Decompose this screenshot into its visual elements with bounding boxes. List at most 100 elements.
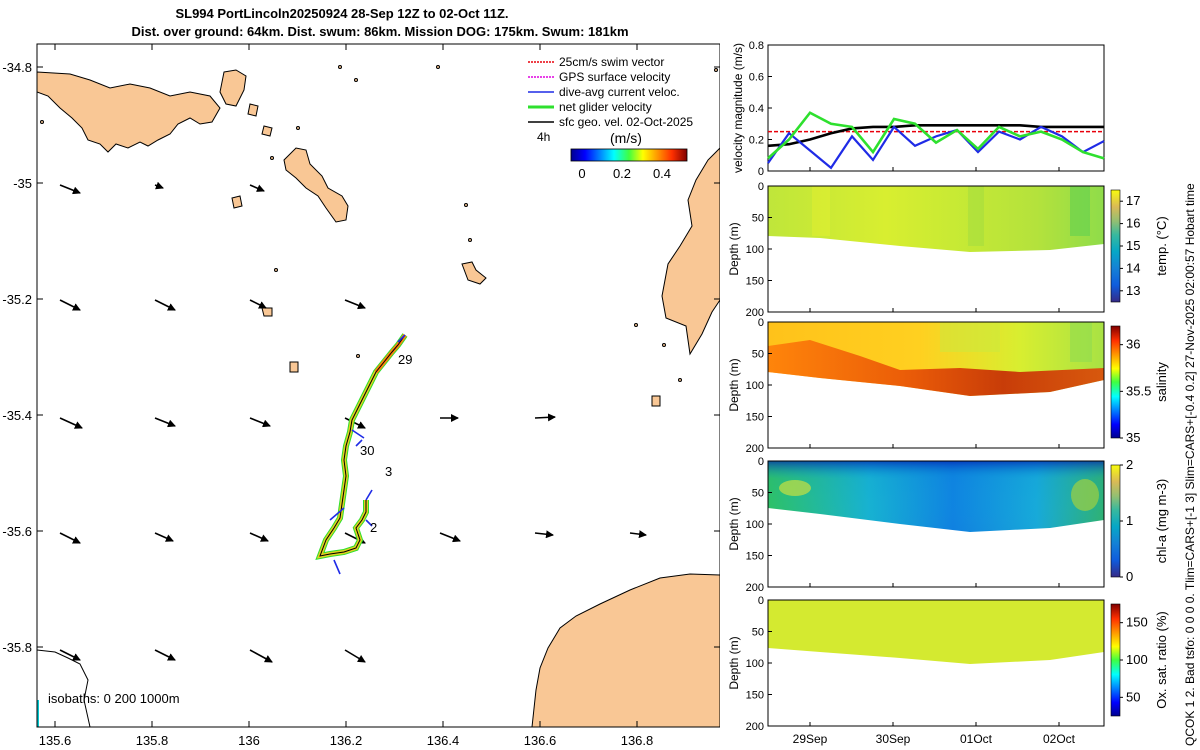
depth-tick-label: 0	[758, 181, 764, 193]
sal-fresh-patch	[940, 322, 1000, 352]
temperature-panel	[767, 185, 1121, 313]
colorbar-tick-label: 1	[1126, 513, 1133, 528]
depth-tick-label: 100	[746, 244, 764, 256]
track-map: -34.8-35-35.2-35.4-35.6-35.8 135.6 135.8 1…	[2, 43, 720, 748]
geo-velocity-arrow	[534, 530, 554, 539]
day-label-30: 30	[360, 443, 374, 458]
depth-tick-label: 150	[746, 551, 764, 563]
geo-track-line	[319, 334, 406, 557]
colorbar-tick-label: 2	[1126, 457, 1133, 472]
glider-track	[315, 333, 408, 575]
lat-tick-label: -35.4	[2, 408, 32, 423]
temp-cool-column	[1070, 186, 1090, 236]
dive-current-arrow	[351, 429, 365, 439]
geo-velocity-arrow	[59, 184, 81, 195]
lat-tick-label: -35.2	[2, 292, 32, 307]
colorbar-label: chl-a (mg m-3)	[1154, 479, 1169, 564]
colorbar-tick-label: 35	[1126, 430, 1140, 445]
geo-velocity-arrow	[344, 299, 366, 310]
depth-axis-ticks: 0 50 100 150 200 Depth (m) 0 50 100 150 200 Depth (…	[727, 181, 772, 733]
temperature-field	[768, 186, 1104, 252]
salinity-field-deep	[768, 340, 1104, 396]
map-frame	[36, 43, 720, 728]
time-tick-label: 02Oct	[1043, 732, 1076, 746]
velocity-y-tick-label: 0.4	[749, 103, 764, 115]
depth-tick-label: 200	[746, 307, 764, 319]
colorbar-tick-label: 35.5	[1126, 383, 1151, 398]
lat-tick-label: -35.6	[2, 524, 32, 539]
side-note-text: QCOK 1 2. Bad tsfo: 0 0 0 0. Tlim=CARS+[…	[1183, 183, 1197, 746]
colorbar-tick-label: 15	[1126, 238, 1140, 253]
time-tick-label: 01Oct	[960, 732, 993, 746]
velocity-y-tick-label: 0.8	[749, 40, 764, 52]
geo-velocity-arrow	[629, 530, 647, 539]
lat-tick-label: -35	[13, 176, 32, 191]
velocity-y-ticks: 0 0.2 0.4 0.6 0.8	[749, 40, 772, 178]
depth-tick-label: 150	[746, 412, 764, 424]
dive-current-arrow	[329, 507, 345, 521]
chlorophyll-colorbar	[1110, 464, 1121, 578]
lon-tick-label: 135.6	[39, 733, 72, 748]
depth-tick-label: 0	[758, 317, 764, 329]
velocity-axes	[767, 44, 1105, 172]
colorbar-title: (m/s)	[610, 130, 642, 146]
geo-velocity-arrow	[154, 532, 174, 542]
geo-velocity-arrow	[154, 299, 176, 311]
lon-tick-label: 135.8	[136, 733, 169, 748]
depth-tick-label: 100	[746, 519, 764, 531]
time-tick-label: 30Sep	[876, 732, 911, 746]
colorbar-tick-0: 0	[578, 166, 585, 181]
geo-velocity-arrow	[344, 417, 366, 429]
lat-tick-label: -34.8	[2, 60, 32, 75]
day-label-29: 29	[398, 352, 412, 367]
colorbar-tick-label: 50	[1126, 689, 1140, 704]
colorbar-label: salinity	[1154, 362, 1169, 402]
figure-title-line-1: SL994 PortLincoln20250924 28-Sep 12Z to …	[175, 6, 509, 21]
colorbar-label: temp. (°C)	[1154, 216, 1169, 275]
colorbar-tick-1: 0.2	[613, 166, 631, 181]
salinity-panel	[767, 321, 1121, 449]
surface-geostrophic-velocity-arrows	[59, 181, 647, 663]
geo-velocity-arrow	[154, 417, 176, 428]
geo-velocity-arrow	[249, 184, 265, 192]
oxygen-panel	[767, 599, 1121, 727]
velocity-y-tick-label: 0.6	[749, 72, 764, 84]
temp-cool-patch	[968, 186, 984, 246]
depth-tick-label: 0	[758, 456, 764, 468]
geo-velocity-arrow	[154, 181, 164, 190]
legend-net-label: net glider velocity	[559, 100, 652, 114]
velocity-series-net_velocity	[767, 111, 1105, 160]
dive-current-arrow	[355, 439, 363, 447]
depth-tick-label: 0	[758, 595, 764, 607]
geo-velocity-arrow	[249, 532, 269, 542]
sal-fresh-column	[1070, 322, 1092, 362]
geo-velocity-arrow	[249, 649, 273, 663]
depth-axis-label: Depth (m)	[727, 222, 741, 275]
latitude-ticks: -34.8 -35 -35.2 -35.4 -35.6 -35.8	[2, 60, 720, 655]
profile-panels: 0 0.2 0.4 0.6 0.8 velocity magnitude (m/s) 0…	[727, 40, 1169, 746]
dive-current-arrow	[365, 489, 373, 501]
colorbar-tick-label: 150	[1126, 615, 1148, 630]
velocity-y-tick-label: 0.2	[749, 135, 764, 147]
processing-side-note: QCOK 1 2. Bad tsfo: 0 0 0 0. Tlim=CARS+[…	[1183, 183, 1197, 746]
depth-tick-label: 100	[746, 380, 764, 392]
day-label-3: 3	[385, 464, 392, 479]
depth-axis-label: Depth (m)	[727, 497, 741, 550]
depth-tick-label: 50	[752, 349, 764, 361]
depth-tick-label: 50	[752, 213, 764, 225]
lon-tick-label: 136	[238, 733, 260, 748]
geo-velocity-arrow	[249, 299, 267, 309]
velocity-y-tick-label: 0	[758, 166, 764, 178]
colorbar-tick-label: 16	[1126, 216, 1140, 231]
time-tick-label: 29Sep	[793, 732, 828, 746]
lon-tick-label: 136.4	[427, 733, 460, 748]
legend-swim-label: 25cm/s swim vector	[559, 55, 664, 69]
depth-tick-label: 200	[746, 582, 764, 594]
chl-bloom-patch-1	[779, 480, 811, 496]
geo-velocity-arrow	[534, 413, 556, 422]
legend-geo-label: sfc geo. vel. 02-Oct-2025	[559, 115, 693, 129]
geo-velocity-arrow	[59, 532, 81, 544]
small-islets	[40, 65, 718, 382]
colorbar-tick-label: 13	[1126, 283, 1140, 298]
map-legend: 25cm/s swim vector GPS surface velocity …	[528, 55, 693, 181]
